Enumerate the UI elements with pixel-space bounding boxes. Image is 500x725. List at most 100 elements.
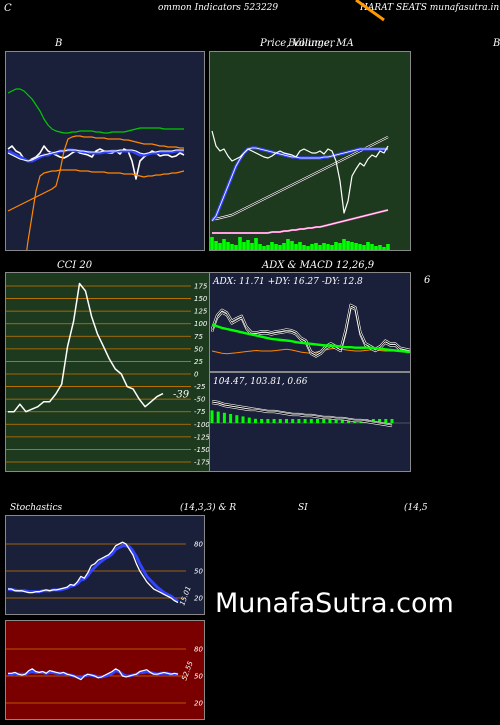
macd-histogram-bar	[222, 412, 226, 423]
cci-tick-label: 50	[194, 345, 203, 353]
ma-blue-line	[7, 148, 184, 163]
cci-tick-label: 100	[194, 320, 208, 328]
volume-bar	[338, 243, 342, 250]
macd-histogram-bar	[235, 415, 239, 423]
bollinger-chart	[6, 52, 204, 250]
macd-histogram-bar	[316, 419, 320, 423]
adx-chart	[210, 273, 410, 371]
volume-bar	[314, 243, 318, 250]
macd-histogram-bar	[266, 419, 270, 423]
macd-histogram-bar	[241, 416, 245, 423]
volume-bar	[330, 245, 334, 250]
cci-line	[8, 282, 164, 413]
cci-tick-label: 25	[194, 358, 203, 366]
volume-bar	[322, 243, 326, 250]
bollinger-panel	[5, 51, 205, 251]
orange-ribbon-icon	[355, 0, 385, 22]
stoch-tick-label: 80	[194, 541, 203, 549]
panel-background	[6, 273, 209, 471]
volume-bar	[374, 246, 378, 250]
macd-histogram-bar	[216, 411, 220, 423]
cci-tick-label: -100	[194, 421, 210, 429]
macd-histogram-bar	[291, 419, 295, 423]
volume-bar	[270, 242, 274, 250]
header-title: ommon Indicators 523229	[158, 3, 279, 13]
macd-histogram-bar	[303, 419, 307, 423]
rsi-tick-label: 80	[194, 646, 203, 654]
cci-tick-label: -25	[194, 383, 206, 391]
stoch-panel: 80 50 20 15.01	[5, 515, 205, 615]
volume-bar	[386, 244, 390, 250]
watermark: MunafaSutra.com	[215, 588, 454, 619]
rsi-title: SI	[298, 503, 308, 513]
macd-histogram-bar	[378, 419, 382, 423]
volume-bar	[234, 245, 238, 250]
volume-bar	[354, 243, 358, 250]
macd-chart	[210, 373, 410, 471]
signal-line-core	[211, 402, 393, 427]
lower-band-line	[7, 135, 184, 212]
macd-histogram-bar	[309, 419, 313, 423]
stoch-tick-label: 20	[194, 595, 203, 603]
volume-bar	[298, 242, 302, 250]
cci-tick-label: -125	[194, 433, 210, 441]
upper-band-line	[7, 88, 184, 134]
macd-histogram-bar	[297, 419, 301, 423]
macd-histogram-bar	[390, 419, 394, 423]
rsi-line	[8, 668, 179, 681]
volume-bar	[262, 246, 266, 250]
volume-bar	[358, 244, 362, 250]
macd-histogram-bar	[247, 417, 251, 423]
header-letter: C	[4, 3, 12, 14]
price-ma-title: Price, Volume, MA	[260, 38, 354, 49]
panel-background	[6, 621, 204, 719]
macd-histogram-bar	[334, 419, 338, 423]
volume-bar	[222, 239, 226, 250]
macd-histogram-bar	[384, 419, 388, 423]
rsi-params: (14,5	[404, 503, 428, 513]
cci-chart: 175 150 125 100 75 50 25 0 -25 -50 -75 -100 -125 -150…	[6, 273, 210, 471]
macd-histogram-bar	[253, 418, 257, 423]
cci-panel: 175 150 125 100 75 50 25 0 -25 -50 -75 -100 -125 -150…	[5, 272, 210, 472]
volume-bar	[342, 239, 346, 250]
macd-histogram-bar	[322, 419, 326, 423]
volume-bar	[246, 240, 250, 250]
bollinger-title: B	[55, 38, 63, 49]
macd-histogram-bar	[229, 414, 233, 423]
volume-bar	[318, 245, 322, 250]
volume-bar	[282, 243, 286, 250]
macd-histogram-bar	[272, 419, 276, 423]
volume-bar	[370, 244, 374, 250]
volume-bar	[346, 241, 350, 250]
volume-bar	[306, 246, 310, 250]
volume-bar	[290, 241, 294, 250]
cci-tick-label: 0	[194, 371, 199, 379]
cci-tick-label: 175	[194, 283, 208, 291]
volume-bar	[278, 245, 282, 250]
cci-tick-label: -50	[194, 396, 206, 404]
volume-bar	[254, 238, 258, 250]
stoch-k-line	[8, 541, 179, 604]
pink-ma-core	[212, 209, 389, 234]
macd-histogram-bar	[284, 419, 288, 423]
volume-bar	[226, 242, 230, 250]
panel-background	[210, 52, 410, 250]
stoch-params: (14,3,3) & R	[180, 503, 237, 513]
cci-value-label: -39	[173, 390, 190, 401]
macd-panel	[209, 372, 411, 472]
volume-bar	[242, 242, 246, 250]
volume-bar	[214, 241, 218, 250]
adx-readout: ADX: 11.71 +DY: 16.27 -DY: 12.8	[213, 277, 363, 287]
macd-histogram-bar	[328, 419, 332, 423]
cci-tick-label: 75	[194, 333, 203, 341]
adx-macd-right-title: 6	[424, 275, 431, 286]
rsi-tick-label: 20	[194, 700, 203, 708]
price-panel	[209, 51, 411, 251]
macd-histogram-bar	[278, 419, 282, 423]
volume-bar	[218, 243, 222, 250]
price-ma-overlap-title: Bollinger	[288, 38, 335, 49]
price-chart	[210, 52, 410, 250]
adx-line	[211, 323, 410, 354]
